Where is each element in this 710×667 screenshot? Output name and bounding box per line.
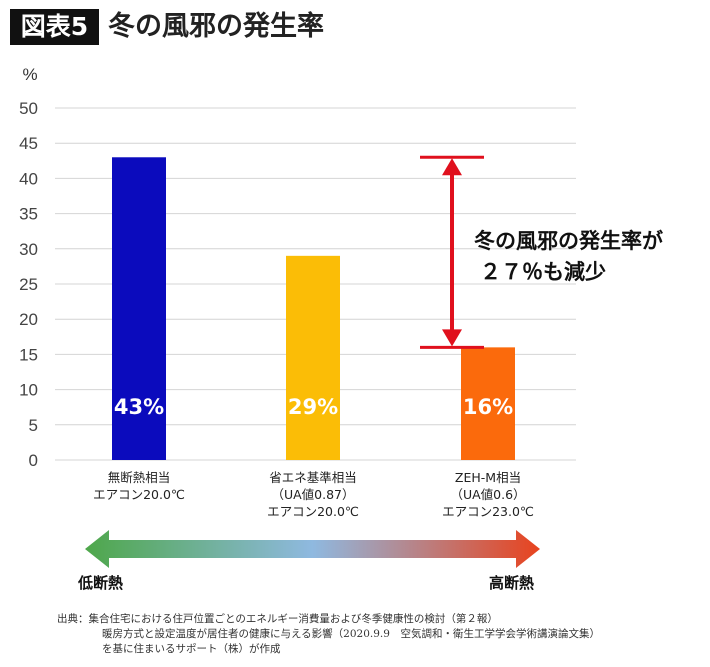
source-line1: 出典：集合住宅における住戸位置ごとのエネルギー消費量および冬季健康性の検討（第２… — [57, 613, 498, 625]
x-category-line: エアコン23.0℃ — [442, 504, 534, 519]
insulation-scale-arrow — [85, 530, 540, 568]
x-category-label: ZEH-M相当 （UA値0.6） エアコン23.0℃ — [408, 469, 568, 520]
y-tick-label: 15 — [19, 345, 38, 364]
data-labels: 43% 29% 16% — [114, 395, 513, 419]
figure-label: 図表5 — [10, 9, 99, 45]
y-tick-label: 40 — [19, 169, 38, 188]
x-category-label: 省エネ基準相当 （UA値0.87） エアコン20.0℃ — [233, 469, 393, 520]
x-category-line: （UA値0.87） — [271, 487, 355, 502]
chart-title: 冬の風邪の発生率 — [108, 11, 324, 42]
y-tick-label: 10 — [19, 381, 38, 400]
source-note: 出典：集合住宅における住戸位置ごとのエネルギー消費量および冬季健康性の検討（第２… — [57, 612, 600, 657]
y-axis-ticks: % 0 5 10 15 20 25 30 35 40 45 50 — [19, 65, 38, 470]
bar — [286, 255, 340, 460]
y-tick-label: 30 — [19, 240, 38, 259]
y-tick-label: 35 — [19, 205, 38, 224]
arrow-head-down — [442, 329, 462, 347]
annotation-line2: ２７％も減少 — [480, 260, 606, 284]
source-line2: 暖房方式と設定温度が居住者の健康に与える影響（2020.9.9 空気調和・衛生工… — [102, 628, 600, 640]
x-category-line: 無断熱相当 — [107, 470, 171, 485]
data-label: 16% — [463, 395, 513, 419]
annotation-line1: 冬の風邪の発生率が — [474, 229, 663, 253]
bars — [112, 157, 515, 460]
y-tick-label: 0 — [29, 451, 38, 470]
y-tick-label: 45 — [19, 134, 38, 153]
source-line3: を基に住まいるサポート（株）が作成 — [102, 643, 281, 655]
scale-left-label: 低断熱 — [78, 574, 124, 592]
x-category-line: 省エネ基準相当 — [269, 470, 357, 485]
y-tick-label: 20 — [19, 310, 38, 329]
reduction-annotation: 冬の風邪の発生率が ２７％も減少 — [474, 226, 663, 288]
gradient-arrow — [85, 530, 540, 568]
arrow-head-up — [442, 158, 462, 176]
x-category-line: エアコン20.0℃ — [267, 504, 359, 519]
y-tick-label: 5 — [29, 416, 38, 435]
scale-right-label: 高断熱 — [489, 574, 535, 592]
y-tick-label: 50 — [19, 99, 38, 118]
data-label: 43% — [114, 395, 164, 419]
y-axis-unit: % — [22, 65, 37, 84]
x-category-label: 無断熱相当エアコン20.0℃ — [59, 469, 219, 503]
bar — [461, 347, 515, 460]
reduction-arrow — [420, 155, 484, 349]
bar — [112, 157, 166, 460]
x-category-line: エアコン20.0℃ — [93, 487, 185, 502]
x-category-line: ZEH-M相当 — [454, 470, 522, 485]
x-category-line: （UA値0.6） — [450, 487, 526, 502]
y-tick-label: 25 — [19, 275, 38, 294]
data-label: 29% — [288, 395, 338, 419]
